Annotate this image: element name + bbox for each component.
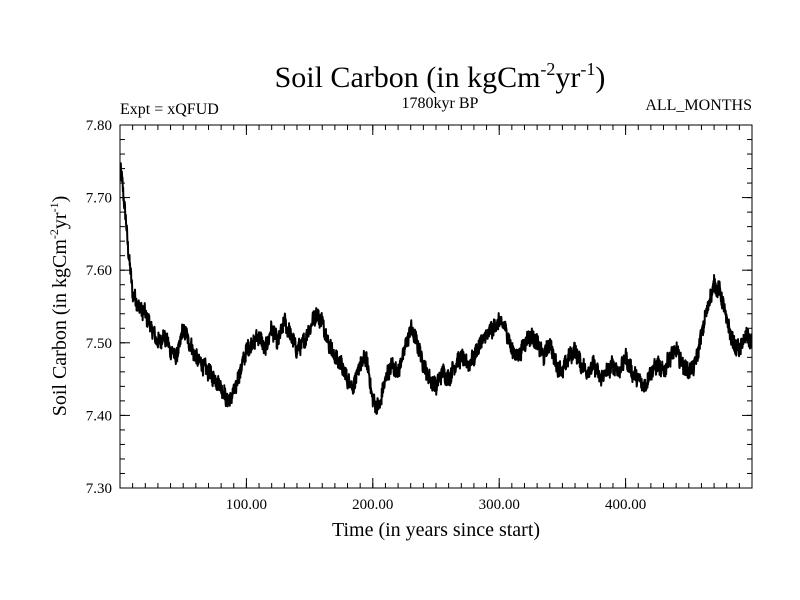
plot-frame <box>119 124 753 489</box>
chart-title: Soil Carbon (in kgCm-2yr-1) <box>275 59 606 94</box>
y-axis-label-mid: yr <box>49 212 71 229</box>
y-axis-ticks: 7.30 7.40 7.50 7.60 7.70 7.80 <box>86 118 752 497</box>
x-tick-label: 100.00 <box>226 497 267 513</box>
y-axis-label-sup1: -2 <box>47 229 61 239</box>
x-tick-label: 200.00 <box>352 497 393 513</box>
x-axis-label: Time (in years since start) <box>332 519 540 541</box>
y-tick-label: 7.60 <box>86 263 112 279</box>
chart-title-main: Soil Carbon (in kgCm <box>275 61 541 94</box>
x-tick-label: 400.00 <box>605 497 646 513</box>
y-axis-label-sup2: -1 <box>47 202 61 212</box>
y-tick-label: 7.40 <box>86 408 112 424</box>
y-tick-label: 7.80 <box>86 118 112 134</box>
months-label: ALL_MONTHS <box>645 97 752 114</box>
x-tick-label: 300.00 <box>479 497 520 513</box>
series-line-soil-carbon <box>120 162 752 415</box>
chart-title-sup1: -2 <box>540 59 555 79</box>
chart-title-sup2: -1 <box>580 59 595 79</box>
x-axis-ticks: 100.00 200.00 300.00 400.00 <box>119 125 753 513</box>
series-layer <box>120 162 752 415</box>
y-tick-label: 7.50 <box>86 336 112 352</box>
period-label: 1780kyr BP <box>402 95 479 112</box>
chart-title-mid: yr <box>555 61 580 94</box>
chart-title-end: ) <box>595 61 605 94</box>
y-tick-label: 7.70 <box>86 191 112 207</box>
y-axis-label-main: Soil Carbon (in kgCm <box>49 239 71 417</box>
y-tick-label: 7.30 <box>86 481 112 497</box>
y-axis-label: Soil Carbon (in kgCm-2yr-1) <box>47 196 71 417</box>
y-axis-label-end: ) <box>49 196 71 203</box>
experiment-label: Expt = xQFUD <box>120 101 219 118</box>
